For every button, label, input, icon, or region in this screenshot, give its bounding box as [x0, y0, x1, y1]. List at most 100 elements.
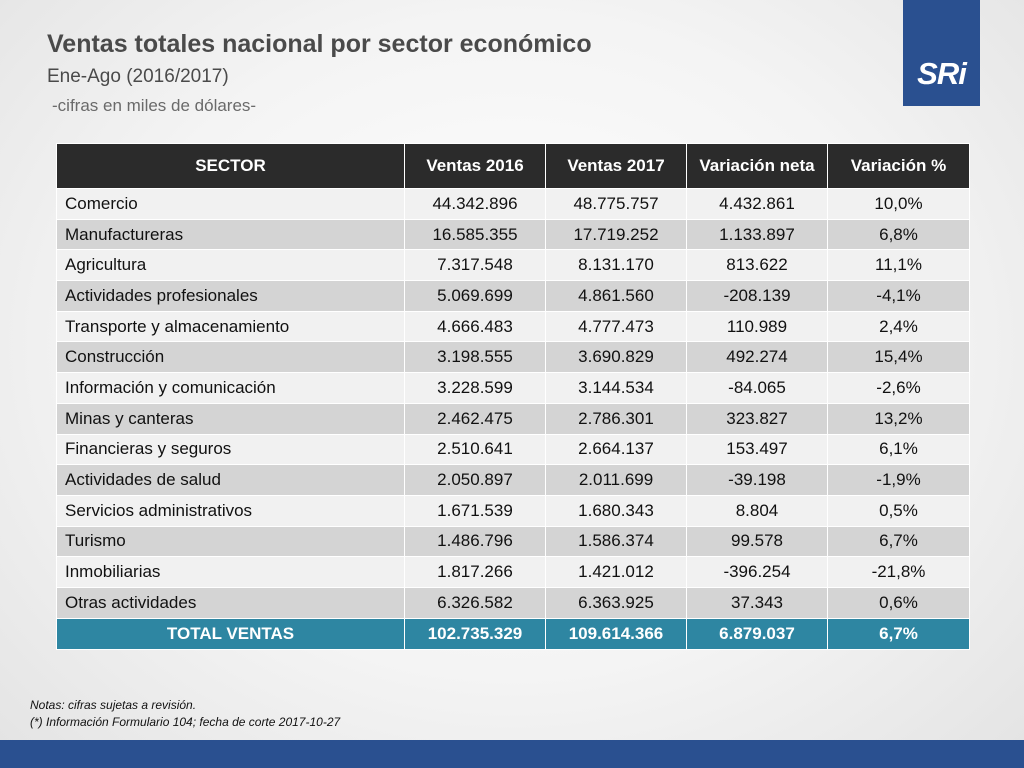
- value-cell: 48.775.757: [545, 188, 687, 220]
- value-cell: 15,4%: [827, 341, 970, 374]
- table-row: Agricultura 7.317.548 8.131.170 813.622 11,1…: [56, 249, 970, 282]
- column-header: Ventas 2017: [545, 143, 687, 189]
- value-cell: 8.131.170: [545, 249, 687, 282]
- value-cell: 0,5%: [827, 494, 970, 527]
- sector-cell: Otras actividades: [56, 586, 405, 619]
- value-cell: 37.343: [686, 586, 828, 619]
- value-cell: 2.786.301: [545, 402, 687, 435]
- value-cell: 4.666.483: [404, 310, 546, 343]
- sector-cell: Inmobiliarias: [56, 556, 405, 588]
- value-cell: 813.622: [686, 249, 828, 282]
- total-cell: 109.614.366: [545, 617, 687, 650]
- sri-logo-text: SRi: [917, 56, 967, 91]
- total-cell: 102.735.329: [404, 617, 546, 650]
- table-row: Construcción 3.198.555 3.690.829 492.274 15,…: [56, 341, 970, 374]
- total-cell: 6.879.037: [686, 617, 828, 650]
- sector-cell: Financieras y seguros: [56, 433, 405, 466]
- sector-cell: Actividades profesionales: [56, 280, 405, 312]
- table-row: Minas y canteras 2.462.475 2.786.301 323.82…: [56, 402, 970, 435]
- value-cell: 4.777.473: [545, 310, 687, 343]
- value-cell: 16.585.355: [404, 218, 546, 251]
- table-header-row: SECTOR Ventas 2016 Ventas 2017 Variación…: [56, 143, 970, 189]
- table-row: Manufactureras 16.585.355 17.719.252 1.133.…: [56, 218, 970, 251]
- value-cell: 17.719.252: [545, 218, 687, 251]
- value-cell: -84.065: [686, 372, 828, 404]
- value-cell: 6,1%: [827, 433, 970, 466]
- value-cell: 0,6%: [827, 586, 970, 619]
- note-line: (*) Información Formulario 104; fecha de…: [30, 715, 341, 729]
- footer-bar: [0, 740, 1024, 768]
- sector-cell: Minas y canteras: [56, 402, 405, 435]
- value-cell: 3.144.534: [545, 372, 687, 404]
- sector-cell: Comercio: [56, 188, 405, 220]
- value-cell: 2.011.699: [545, 464, 687, 496]
- value-cell: 44.342.896: [404, 188, 546, 220]
- value-cell: 6,7%: [827, 525, 970, 558]
- value-cell: 1.680.343: [545, 494, 687, 527]
- table-row: Actividades de salud 2.050.897 2.011.699 -3…: [56, 464, 970, 496]
- value-cell: -21,8%: [827, 556, 970, 588]
- table-row: Información y comunicación 3.228.599 3.144…: [56, 372, 970, 404]
- column-header: Variación neta: [686, 143, 828, 189]
- value-cell: 323.827: [686, 402, 828, 435]
- sector-cell: Construcción: [56, 341, 405, 374]
- value-cell: 7.317.548: [404, 249, 546, 282]
- table-row: Turismo 1.486.796 1.586.374 99.578 6,7%: [56, 525, 970, 558]
- value-cell: 11,1%: [827, 249, 970, 282]
- table-body: Comercio 44.342.896 48.775.757 4.432.861 10,…: [56, 188, 970, 619]
- value-cell: -1,9%: [827, 464, 970, 496]
- value-cell: -2,6%: [827, 372, 970, 404]
- value-cell: -4,1%: [827, 280, 970, 312]
- value-cell: -39.198: [686, 464, 828, 496]
- table-row: Transporte y almacenamiento 4.666.483 4.77…: [56, 310, 970, 343]
- sri-logo: SRi: [903, 0, 980, 106]
- value-cell: 6.326.582: [404, 586, 546, 619]
- sector-cell: Actividades de salud: [56, 464, 405, 496]
- total-cell: 6,7%: [827, 617, 970, 650]
- value-cell: 6,8%: [827, 218, 970, 251]
- value-cell: 10,0%: [827, 188, 970, 220]
- value-cell: 8.804: [686, 494, 828, 527]
- column-header: Ventas 2016: [404, 143, 546, 189]
- sector-cell: Manufactureras: [56, 218, 405, 251]
- table-row: Actividades profesionales 5.069.699 4.861.…: [56, 280, 970, 312]
- sector-cell: Agricultura: [56, 249, 405, 282]
- value-cell: -208.139: [686, 280, 828, 312]
- value-cell: 3.690.829: [545, 341, 687, 374]
- table-row: Comercio 44.342.896 48.775.757 4.432.861 10,…: [56, 188, 970, 220]
- column-header: SECTOR: [56, 143, 405, 189]
- sector-cell: Información y comunicación: [56, 372, 405, 404]
- value-cell: 4.432.861: [686, 188, 828, 220]
- value-cell: 1.421.012: [545, 556, 687, 588]
- value-cell: 99.578: [686, 525, 828, 558]
- value-cell: 2.664.137: [545, 433, 687, 466]
- table-row: Inmobiliarias 1.817.266 1.421.012 -396.254-…: [56, 556, 970, 588]
- value-cell: 1.133.897: [686, 218, 828, 251]
- value-cell: 1.817.266: [404, 556, 546, 588]
- value-cell: 492.274: [686, 341, 828, 374]
- value-cell: -396.254: [686, 556, 828, 588]
- table-row: Servicios administrativos 1.671.539 1.680.…: [56, 494, 970, 527]
- notes: Notas: cifras sujetas a revisión. (*) In…: [30, 697, 340, 731]
- value-cell: 2.510.641: [404, 433, 546, 466]
- value-cell: 4.861.560: [545, 280, 687, 312]
- value-cell: 2.462.475: [404, 402, 546, 435]
- sector-cell: Turismo: [56, 525, 405, 558]
- total-row: TOTAL VENTAS 102.735.329 109.614.366 6.8…: [56, 617, 970, 650]
- value-cell: 110.989: [686, 310, 828, 343]
- value-cell: 13,2%: [827, 402, 970, 435]
- table-row: Financieras y seguros 2.510.641 2.664.137 1…: [56, 433, 970, 466]
- value-cell: 2.050.897: [404, 464, 546, 496]
- note-line: Notas: cifras sujetas a revisión.: [30, 698, 197, 712]
- total-label: TOTAL VENTAS: [56, 617, 405, 650]
- sector-cell: Transporte y almacenamiento: [56, 310, 405, 343]
- value-cell: 3.198.555: [404, 341, 546, 374]
- table-row: Otras actividades 6.326.582 6.363.925 37.34…: [56, 586, 970, 619]
- column-header: Variación %: [827, 143, 970, 189]
- value-cell: 1.486.796: [404, 525, 546, 558]
- page-subtitle: Ene-Ago (2016/2017): [47, 66, 229, 87]
- value-cell: 5.069.699: [404, 280, 546, 312]
- page-title: Ventas totales nacional por sector econó…: [47, 30, 592, 58]
- value-cell: 1.671.539: [404, 494, 546, 527]
- sales-table: SECTOR Ventas 2016 Ventas 2017 Variación…: [56, 143, 970, 650]
